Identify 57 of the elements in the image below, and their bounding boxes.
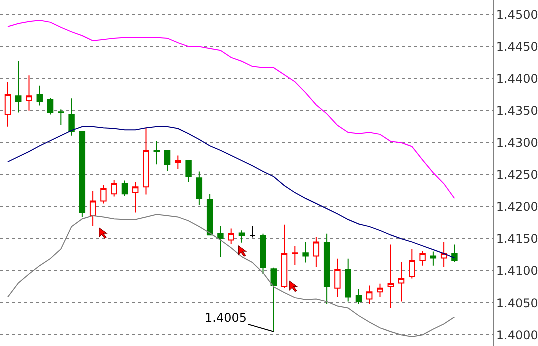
y-tick-label: 1.4250 bbox=[496, 168, 538, 182]
candlestick bbox=[164, 150, 171, 172]
candlestick bbox=[228, 228, 234, 245]
candlestick bbox=[440, 242, 448, 268]
candlestick bbox=[313, 236, 320, 268]
candlestick bbox=[292, 246, 298, 266]
candlestick bbox=[186, 160, 192, 182]
candlestick bbox=[388, 244, 394, 309]
candlestick bbox=[175, 155, 182, 170]
y-tick-label: 1.4050 bbox=[496, 296, 538, 310]
annotation: 1.4005 bbox=[205, 311, 247, 325]
candlestick bbox=[420, 250, 426, 266]
candlestick bbox=[345, 258, 352, 302]
candlestick bbox=[452, 244, 458, 263]
candlestick bbox=[16, 61, 22, 114]
candlestick bbox=[206, 194, 214, 236]
candlestick bbox=[377, 283, 384, 298]
candlestick bbox=[143, 128, 150, 196]
candlestick bbox=[238, 230, 246, 244]
candlestick bbox=[111, 180, 118, 198]
y-tick-label: 1.4000 bbox=[496, 328, 538, 342]
candlestick bbox=[430, 251, 437, 266]
line-series bbox=[7, 126, 456, 259]
candlestick bbox=[26, 75, 32, 112]
y-tick-label: 1.4150 bbox=[496, 232, 538, 246]
candlestick bbox=[132, 181, 139, 214]
candlestick bbox=[270, 267, 277, 332]
candlestick bbox=[58, 109, 64, 126]
candlestick bbox=[260, 233, 266, 275]
y-tick-label: 1.4100 bbox=[496, 264, 538, 278]
candlestick bbox=[68, 98, 75, 136]
line-series bbox=[7, 20, 456, 200]
candlestick bbox=[334, 258, 341, 298]
candlestick bbox=[4, 82, 12, 128]
candlestick bbox=[154, 140, 160, 166]
candlestick bbox=[366, 285, 373, 305]
y-tick-label: 1.4350 bbox=[496, 104, 538, 118]
candlestick bbox=[324, 233, 330, 305]
y-tick-label: 1.4450 bbox=[496, 40, 538, 54]
candlestick bbox=[47, 98, 54, 116]
y-tick-label: 1.4500 bbox=[496, 8, 538, 22]
y-tick-label: 1.4200 bbox=[496, 200, 538, 214]
candlestick bbox=[281, 224, 288, 289]
candlestick bbox=[250, 226, 256, 238]
candlestick bbox=[100, 184, 107, 204]
candlestick bbox=[79, 131, 86, 218]
candlestick bbox=[356, 288, 362, 305]
candlestick bbox=[90, 190, 96, 227]
y-tick-label: 1.4400 bbox=[496, 72, 538, 86]
candlestick bbox=[122, 180, 128, 197]
candlestick bbox=[196, 171, 203, 206]
y-tick-label: 1.4300 bbox=[496, 136, 538, 150]
candlestick bbox=[398, 262, 405, 302]
candlestick bbox=[36, 85, 43, 106]
candlestick bbox=[218, 226, 224, 258]
candlestick bbox=[409, 248, 416, 280]
candlestick bbox=[302, 242, 309, 264]
